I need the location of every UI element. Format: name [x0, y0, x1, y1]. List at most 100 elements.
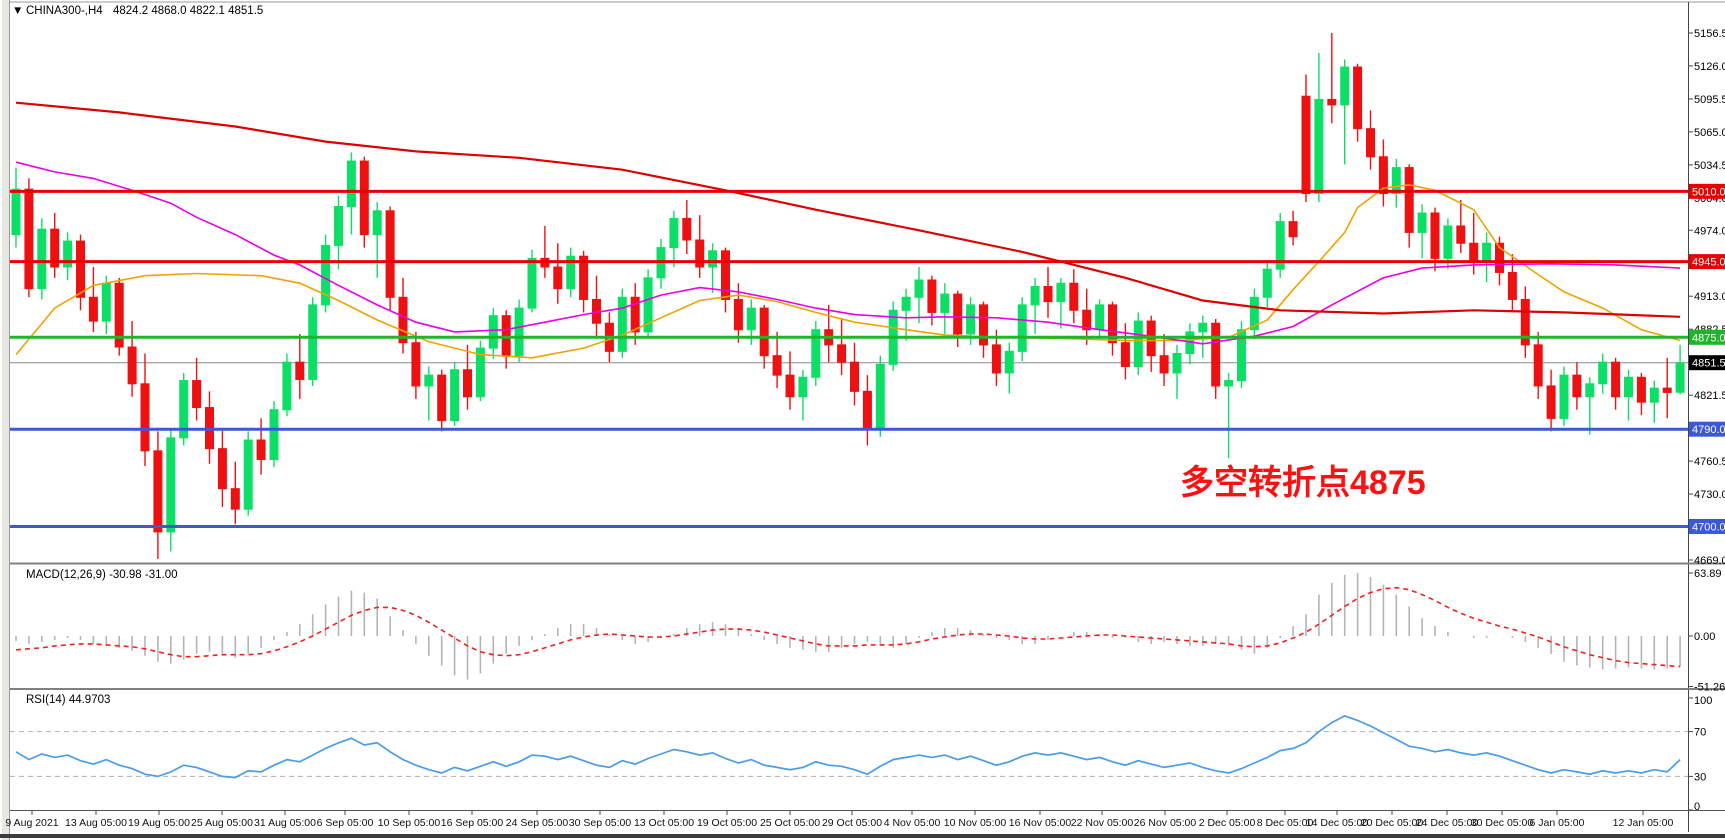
annotation-text[interactable]: 多空转折点4875 — [1180, 464, 1426, 502]
price-badge: 5010.0 — [1689, 183, 1725, 199]
price-badge: 4851.5 — [1689, 355, 1725, 371]
time-axis-label: 6 Jan 05:00 — [1530, 817, 1585, 829]
symbol-dropdown-icon[interactable]: ▼ — [12, 5, 23, 17]
candle-body — [424, 374, 434, 387]
time-axis-label: 22 Nov 05:00 — [1071, 817, 1134, 829]
macd-axis-label: 63.89 — [1694, 568, 1722, 580]
candle-body — [11, 188, 21, 236]
candle-body — [437, 374, 447, 422]
rsi-line — [15, 714, 1681, 779]
candle-body — [1378, 156, 1388, 195]
candle-body — [192, 380, 202, 409]
candle-body — [721, 250, 730, 300]
candle-body — [475, 347, 485, 398]
time-axis-label: 14 Dec 05:00 — [1306, 817, 1369, 829]
time-axis-label: 25 Oct 05:00 — [760, 817, 820, 829]
time-axis-label: 10 Nov 05:00 — [944, 817, 1007, 829]
candle-body — [1624, 376, 1633, 398]
candle-body — [63, 240, 73, 268]
candle-body — [88, 296, 98, 322]
price-axis-label: 4730.0 — [1694, 489, 1725, 501]
candle-body — [1095, 304, 1105, 331]
macd-indicator-label: MACD(12,26,9) -30.98 -31.00 — [26, 569, 178, 581]
main-price-panel[interactable] — [10, 32, 1688, 559]
rsi-axis-label: 30 — [1694, 771, 1706, 783]
candle-body — [966, 304, 976, 335]
time-axis[interactable]: 9 Aug 2021 13 Aug 05:00 19 Aug 05:00 25 Aug… — [5, 811, 1674, 829]
candle-body — [617, 296, 627, 352]
time-axis-label: 16 Nov 05:00 — [1009, 817, 1072, 829]
candle-body — [1249, 296, 1259, 331]
candle-body — [1662, 387, 1672, 393]
price-badge: 4875.0 — [1689, 329, 1725, 345]
candle-body — [1017, 304, 1027, 352]
price-badge: 4790.0 — [1689, 421, 1725, 437]
price-badge-label: 5010.0 — [1692, 186, 1725, 198]
price-axis-label: 5126.0 — [1694, 61, 1725, 73]
candle-body — [1340, 66, 1350, 106]
time-axis-label: 4 Nov 05:00 — [884, 817, 941, 829]
price-axis-label: 4669.0 — [1694, 555, 1725, 567]
candle-body — [1224, 380, 1234, 387]
candle-body — [527, 257, 537, 309]
candle-body — [127, 346, 137, 385]
time-axis-label: 19 Aug 05:00 — [128, 817, 190, 829]
window-left-edge — [0, 0, 10, 840]
candle-body — [1262, 268, 1272, 298]
price-axis-label: 5034.5 — [1694, 160, 1725, 172]
candles-layer — [11, 32, 1685, 559]
candle-body — [1172, 353, 1182, 374]
candle-body — [450, 369, 460, 422]
candle-body — [153, 450, 163, 533]
candle-body — [1533, 344, 1543, 387]
candle-body — [1120, 342, 1130, 367]
candle-body — [682, 217, 692, 241]
candle-body — [411, 342, 421, 387]
candle-body — [1649, 387, 1659, 403]
candle-body — [1611, 361, 1621, 398]
candle-body — [1004, 350, 1014, 374]
candle-body — [1198, 322, 1208, 333]
candle-body — [463, 369, 472, 398]
candle-body — [1108, 304, 1117, 344]
time-axis-label: 31 Aug 05:00 — [254, 817, 316, 829]
candle-body — [1507, 271, 1517, 300]
candle-body — [1030, 285, 1040, 306]
candle-body — [1133, 320, 1143, 367]
candle-body — [862, 390, 872, 430]
candle-body — [217, 448, 227, 490]
candle-body — [166, 437, 176, 533]
candle-body — [1520, 298, 1530, 346]
time-axis-label: 25 Aug 05:00 — [191, 817, 253, 829]
candle-body — [501, 315, 511, 357]
time-axis-label: 16 Sep 05:00 — [441, 817, 504, 829]
candle-body — [1469, 242, 1479, 263]
candle-body — [372, 210, 382, 236]
candle-body — [798, 376, 808, 398]
time-axis-label: 13 Oct 05:00 — [634, 817, 694, 829]
rsi-panel[interactable] — [10, 714, 1688, 779]
candle-body — [398, 296, 408, 344]
candle-body — [334, 205, 343, 246]
candle-body — [901, 296, 911, 311]
candle-body — [669, 217, 679, 249]
candle-body — [1495, 242, 1504, 273]
candle-body — [695, 239, 705, 268]
candle-body — [140, 383, 150, 452]
time-axis-label: 6 Sep 05:00 — [317, 817, 374, 829]
candle-body — [875, 363, 885, 430]
time-axis-label: 13 Aug 05:00 — [65, 817, 127, 829]
candle-body — [1069, 282, 1079, 311]
candle-body — [1417, 212, 1427, 233]
time-axis-label: 2 Dec 05:00 — [1199, 817, 1256, 829]
price-axis-label: 5065.0 — [1694, 127, 1725, 139]
time-axis-label: 29 Oct 05:00 — [822, 817, 882, 829]
candle-body — [1301, 95, 1311, 195]
chart-title-symbol: CHINA300-,H4 — [26, 5, 103, 17]
candle-body — [230, 488, 240, 510]
candle-body — [772, 355, 782, 376]
candle-body — [850, 361, 859, 392]
macd-panel[interactable] — [15, 572, 1681, 680]
